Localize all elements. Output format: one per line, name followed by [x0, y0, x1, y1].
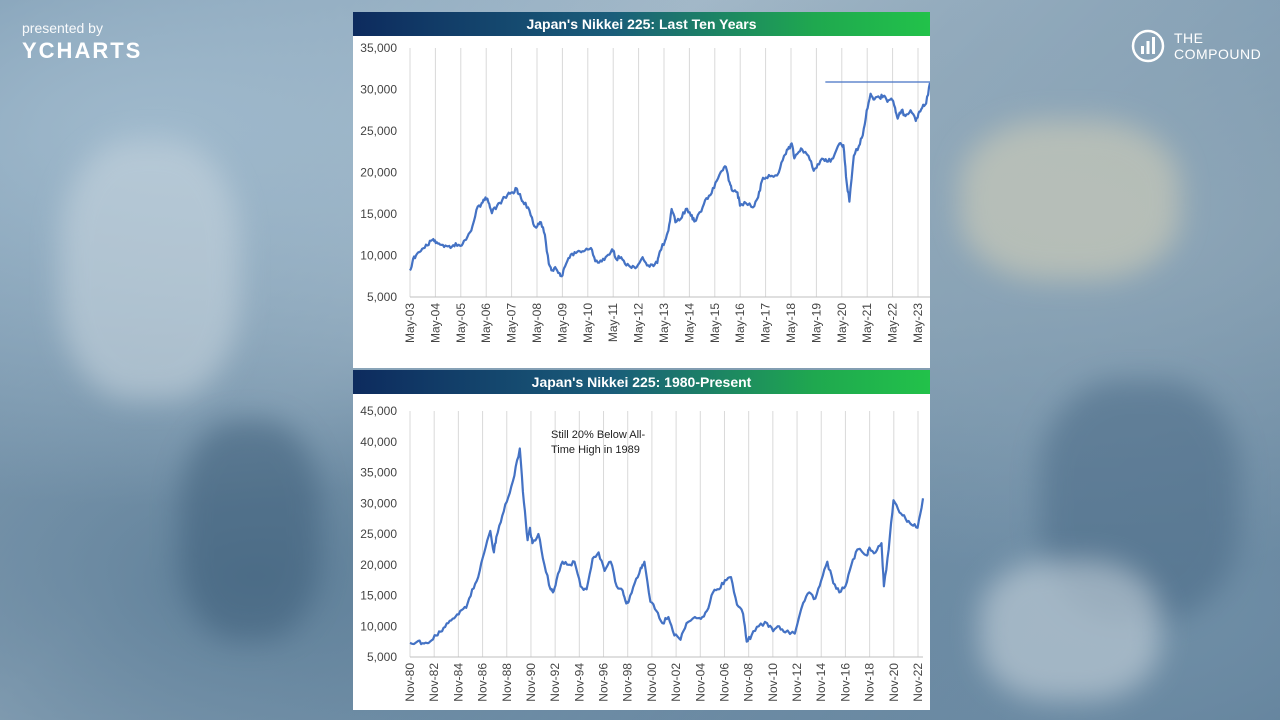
x-tick-label: Nov-82 — [427, 663, 441, 702]
x-tick-label: May-10 — [581, 303, 595, 343]
y-tick-label: 15,000 — [360, 207, 397, 221]
y-tick-label: 20,000 — [360, 166, 397, 180]
ycharts-branding: presented by YCHARTS — [22, 20, 142, 64]
x-tick-label: Nov-92 — [548, 663, 562, 702]
x-tick-label: Nov-10 — [766, 663, 780, 702]
x-tick-label: Nov-96 — [597, 663, 611, 702]
y-tick-label: 30,000 — [360, 83, 397, 97]
chart-panel-ten-years: Japan's Nikkei 225: Last Ten Years 5,000… — [353, 12, 930, 368]
y-tick-label: 25,000 — [360, 124, 397, 138]
y-tick-label: 35,000 — [360, 466, 397, 480]
x-tick-label: May-06 — [479, 303, 493, 343]
chart-panel-1980-present: Japan's Nikkei 225: 1980-Present 5,000 10… — [353, 370, 930, 710]
x-tick-label: May-07 — [505, 303, 519, 343]
x-tick-label: May-21 — [860, 303, 874, 343]
chart-annotation: Still 20% Below All- — [551, 429, 645, 441]
chart-ten-years: 5,000 10,000 15,000 20,000 25,000 30,000 35,00… — [360, 41, 930, 343]
x-tick-label: May-20 — [835, 303, 849, 343]
x-tick-label: May-15 — [708, 303, 722, 343]
x-tick-label: Nov-16 — [838, 663, 852, 702]
x-tick-label: Nov-86 — [476, 663, 490, 702]
x-tick-label: May-04 — [428, 303, 442, 343]
chart-annotation: Time High in 1989 — [551, 444, 640, 456]
x-tick-label: Nov-22 — [911, 663, 925, 702]
the-compound-branding: THE COMPOUND — [1130, 28, 1261, 64]
series-line — [409, 82, 930, 278]
x-tick-label: Nov-90 — [524, 663, 538, 702]
x-tick-label: May-23 — [911, 303, 925, 343]
y-tick-label: 20,000 — [360, 558, 397, 572]
x-tick-label: May-08 — [530, 303, 544, 343]
x-tick-label: May-13 — [657, 303, 671, 343]
x-tick-label: Nov-02 — [669, 663, 683, 702]
x-tick-label: Nov-18 — [863, 663, 877, 702]
compound-line1: THE — [1174, 30, 1204, 46]
ycharts-logo-text: YCHARTS — [22, 38, 143, 63]
x-tick-label: Nov-80 — [403, 663, 417, 702]
x-tick-label: Nov-98 — [621, 663, 635, 702]
x-tick-label: May-19 — [809, 303, 823, 343]
x-tick-label: Nov-12 — [790, 663, 804, 702]
x-tick-label: May-14 — [682, 303, 696, 343]
y-tick-label: 5,000 — [367, 290, 397, 304]
y-tick-label: 10,000 — [360, 249, 397, 263]
x-tick-label: May-05 — [454, 303, 468, 343]
compound-line2: COMPOUND — [1174, 46, 1262, 62]
y-tick-label: 25,000 — [360, 527, 397, 541]
y-tick-label: 15,000 — [360, 589, 397, 603]
y-tick-label: 10,000 — [360, 619, 397, 633]
y-tick-label: 45,000 — [360, 404, 397, 418]
x-tick-label: Nov-00 — [645, 663, 659, 702]
x-tick-label: May-12 — [632, 303, 646, 343]
compound-logo-icon — [1131, 29, 1165, 63]
chart-title-1980-present: Japan's Nikkei 225: 1980-Present — [353, 370, 930, 394]
chart-title-ten-years: Japan's Nikkei 225: Last Ten Years — [353, 12, 930, 36]
y-tick-label: 40,000 — [360, 435, 397, 449]
presented-by-text: presented by — [22, 20, 103, 36]
x-tick-label: Nov-06 — [717, 663, 731, 702]
x-tick-label: Nov-08 — [742, 663, 756, 702]
x-tick-label: Nov-14 — [814, 663, 828, 702]
series-line — [409, 447, 925, 646]
x-tick-label: Nov-04 — [693, 663, 707, 702]
y-tick-label: 5,000 — [367, 650, 397, 664]
y-tick-label: 30,000 — [360, 496, 397, 510]
x-tick-label: May-11 — [606, 303, 620, 342]
y-tick-label: 35,000 — [360, 41, 397, 55]
x-tick-label: Nov-20 — [887, 663, 901, 702]
x-tick-label: Nov-94 — [572, 663, 586, 702]
x-tick-label: May-18 — [784, 303, 798, 343]
x-tick-label: May-16 — [733, 303, 747, 343]
x-tick-label: May-09 — [555, 303, 569, 343]
x-tick-label: Nov-88 — [500, 663, 514, 702]
x-tick-label: May-22 — [886, 303, 900, 343]
x-tick-label: May-03 — [403, 303, 417, 343]
chart-1980-present: 5,000 10,000 15,000 20,000 25,000 30,000 35,00… — [360, 404, 925, 702]
x-tick-label: Nov-84 — [451, 663, 465, 702]
x-tick-label: May-17 — [759, 303, 773, 343]
